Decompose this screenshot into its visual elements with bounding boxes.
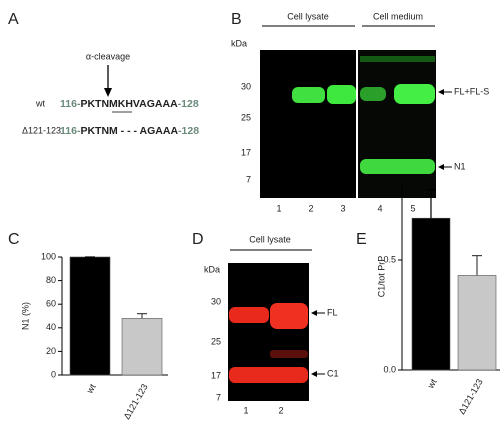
lane-label: wt: [241, 252, 251, 261]
panel-label: D: [192, 231, 204, 248]
lane-number: 1: [276, 203, 281, 213]
lane-label: Vector: [268, 35, 291, 44]
band: [229, 367, 308, 383]
sequence: 116-PKTNM - - - AGAAA-128: [60, 125, 199, 137]
seq-suffix: -128: [178, 125, 199, 137]
band: [360, 87, 386, 101]
y-axis-label: N1 (%): [20, 302, 30, 330]
row-name: wt: [35, 98, 45, 108]
blot: [260, 50, 356, 198]
marker: 17: [211, 370, 221, 380]
marker: 7: [246, 174, 251, 184]
panel-label: C: [8, 231, 20, 248]
marker: 17: [241, 147, 251, 157]
bar: [457, 275, 497, 371]
bar: [411, 217, 451, 371]
marker: 25: [211, 336, 221, 346]
y-axis-label: C1/tot PrP: [376, 256, 386, 298]
band: [229, 307, 269, 323]
marker: 30: [241, 81, 251, 91]
seq-prefix: 116-: [60, 98, 81, 110]
band-label: C1: [327, 368, 339, 378]
band: [270, 303, 308, 329]
band: [360, 56, 435, 62]
group-label: Cell medium: [373, 11, 423, 21]
bar: [69, 256, 111, 376]
x-tick-label: wt: [84, 382, 98, 396]
band-label: FL: [327, 307, 338, 317]
y-tick-label: 100: [41, 251, 56, 261]
lane-number: 4: [377, 203, 382, 213]
lane-label: Δ121-123: [266, 252, 301, 261]
y-tick-label: 60: [46, 299, 56, 309]
band: [327, 85, 356, 104]
error-bar: [137, 313, 147, 319]
x-tick-label: wt: [425, 377, 439, 391]
band: [394, 84, 435, 104]
arrow-head: [438, 89, 444, 95]
lane-number: 5: [410, 203, 415, 213]
panel-label: A: [8, 11, 19, 28]
marker: 25: [241, 112, 251, 122]
marker: 7: [216, 392, 221, 402]
marker: 30: [211, 296, 221, 306]
seq-suffix: -128: [178, 98, 199, 110]
cleavage-label: α-cleavage: [86, 51, 130, 61]
band: [360, 159, 435, 174]
lane-label: Δ121-123: [320, 35, 355, 44]
seq-core: PKTNMKHVAGAAA: [80, 98, 178, 110]
x-tick-label: Δ121-123: [122, 382, 150, 421]
lane-label: wt: [370, 35, 380, 44]
y-tick-label: 20: [46, 346, 56, 356]
band-label: FL+FL-S: [454, 86, 489, 96]
error-bar: [426, 189, 436, 219]
panel-label: E: [356, 231, 367, 248]
lane-number: 2: [308, 203, 313, 213]
band-label: N1: [454, 161, 466, 171]
arrow-head: [311, 310, 317, 316]
y-tick-label: 0.5: [383, 254, 396, 264]
group-label: Cell lysate: [287, 11, 329, 21]
error-bar: [472, 255, 482, 276]
x-tick-label: Δ121-123: [457, 377, 485, 416]
lane-number: 3: [340, 203, 345, 213]
seq-prefix: 116-: [60, 125, 81, 137]
sequence: 116-PKTNMKHVAGAAA-128: [60, 98, 199, 110]
lane-number: 1: [243, 405, 248, 415]
bar: [121, 318, 163, 376]
band: [292, 87, 325, 103]
row-name: Δ121-123: [22, 125, 61, 135]
arrow-head: [104, 88, 112, 97]
y-tick-label: 40: [46, 322, 56, 332]
y-tick-label: 0.0: [383, 364, 396, 374]
group-label: Cell lysate: [249, 234, 291, 244]
seq-core: PKTNM - - - AGAAA: [80, 125, 178, 137]
unit-label: kDa: [231, 38, 247, 48]
lane-label: wt: [303, 35, 313, 44]
blot: [358, 50, 436, 198]
arrow-head: [311, 371, 317, 377]
band: [270, 350, 308, 358]
lane-number: 2: [278, 405, 283, 415]
arrow-head: [438, 164, 444, 170]
panel-label: B: [231, 11, 242, 28]
y-tick-label: 80: [46, 275, 56, 285]
unit-label: kDa: [204, 264, 220, 274]
y-tick-label: 0: [51, 369, 56, 379]
lane-label: Δ121-123: [393, 35, 428, 44]
